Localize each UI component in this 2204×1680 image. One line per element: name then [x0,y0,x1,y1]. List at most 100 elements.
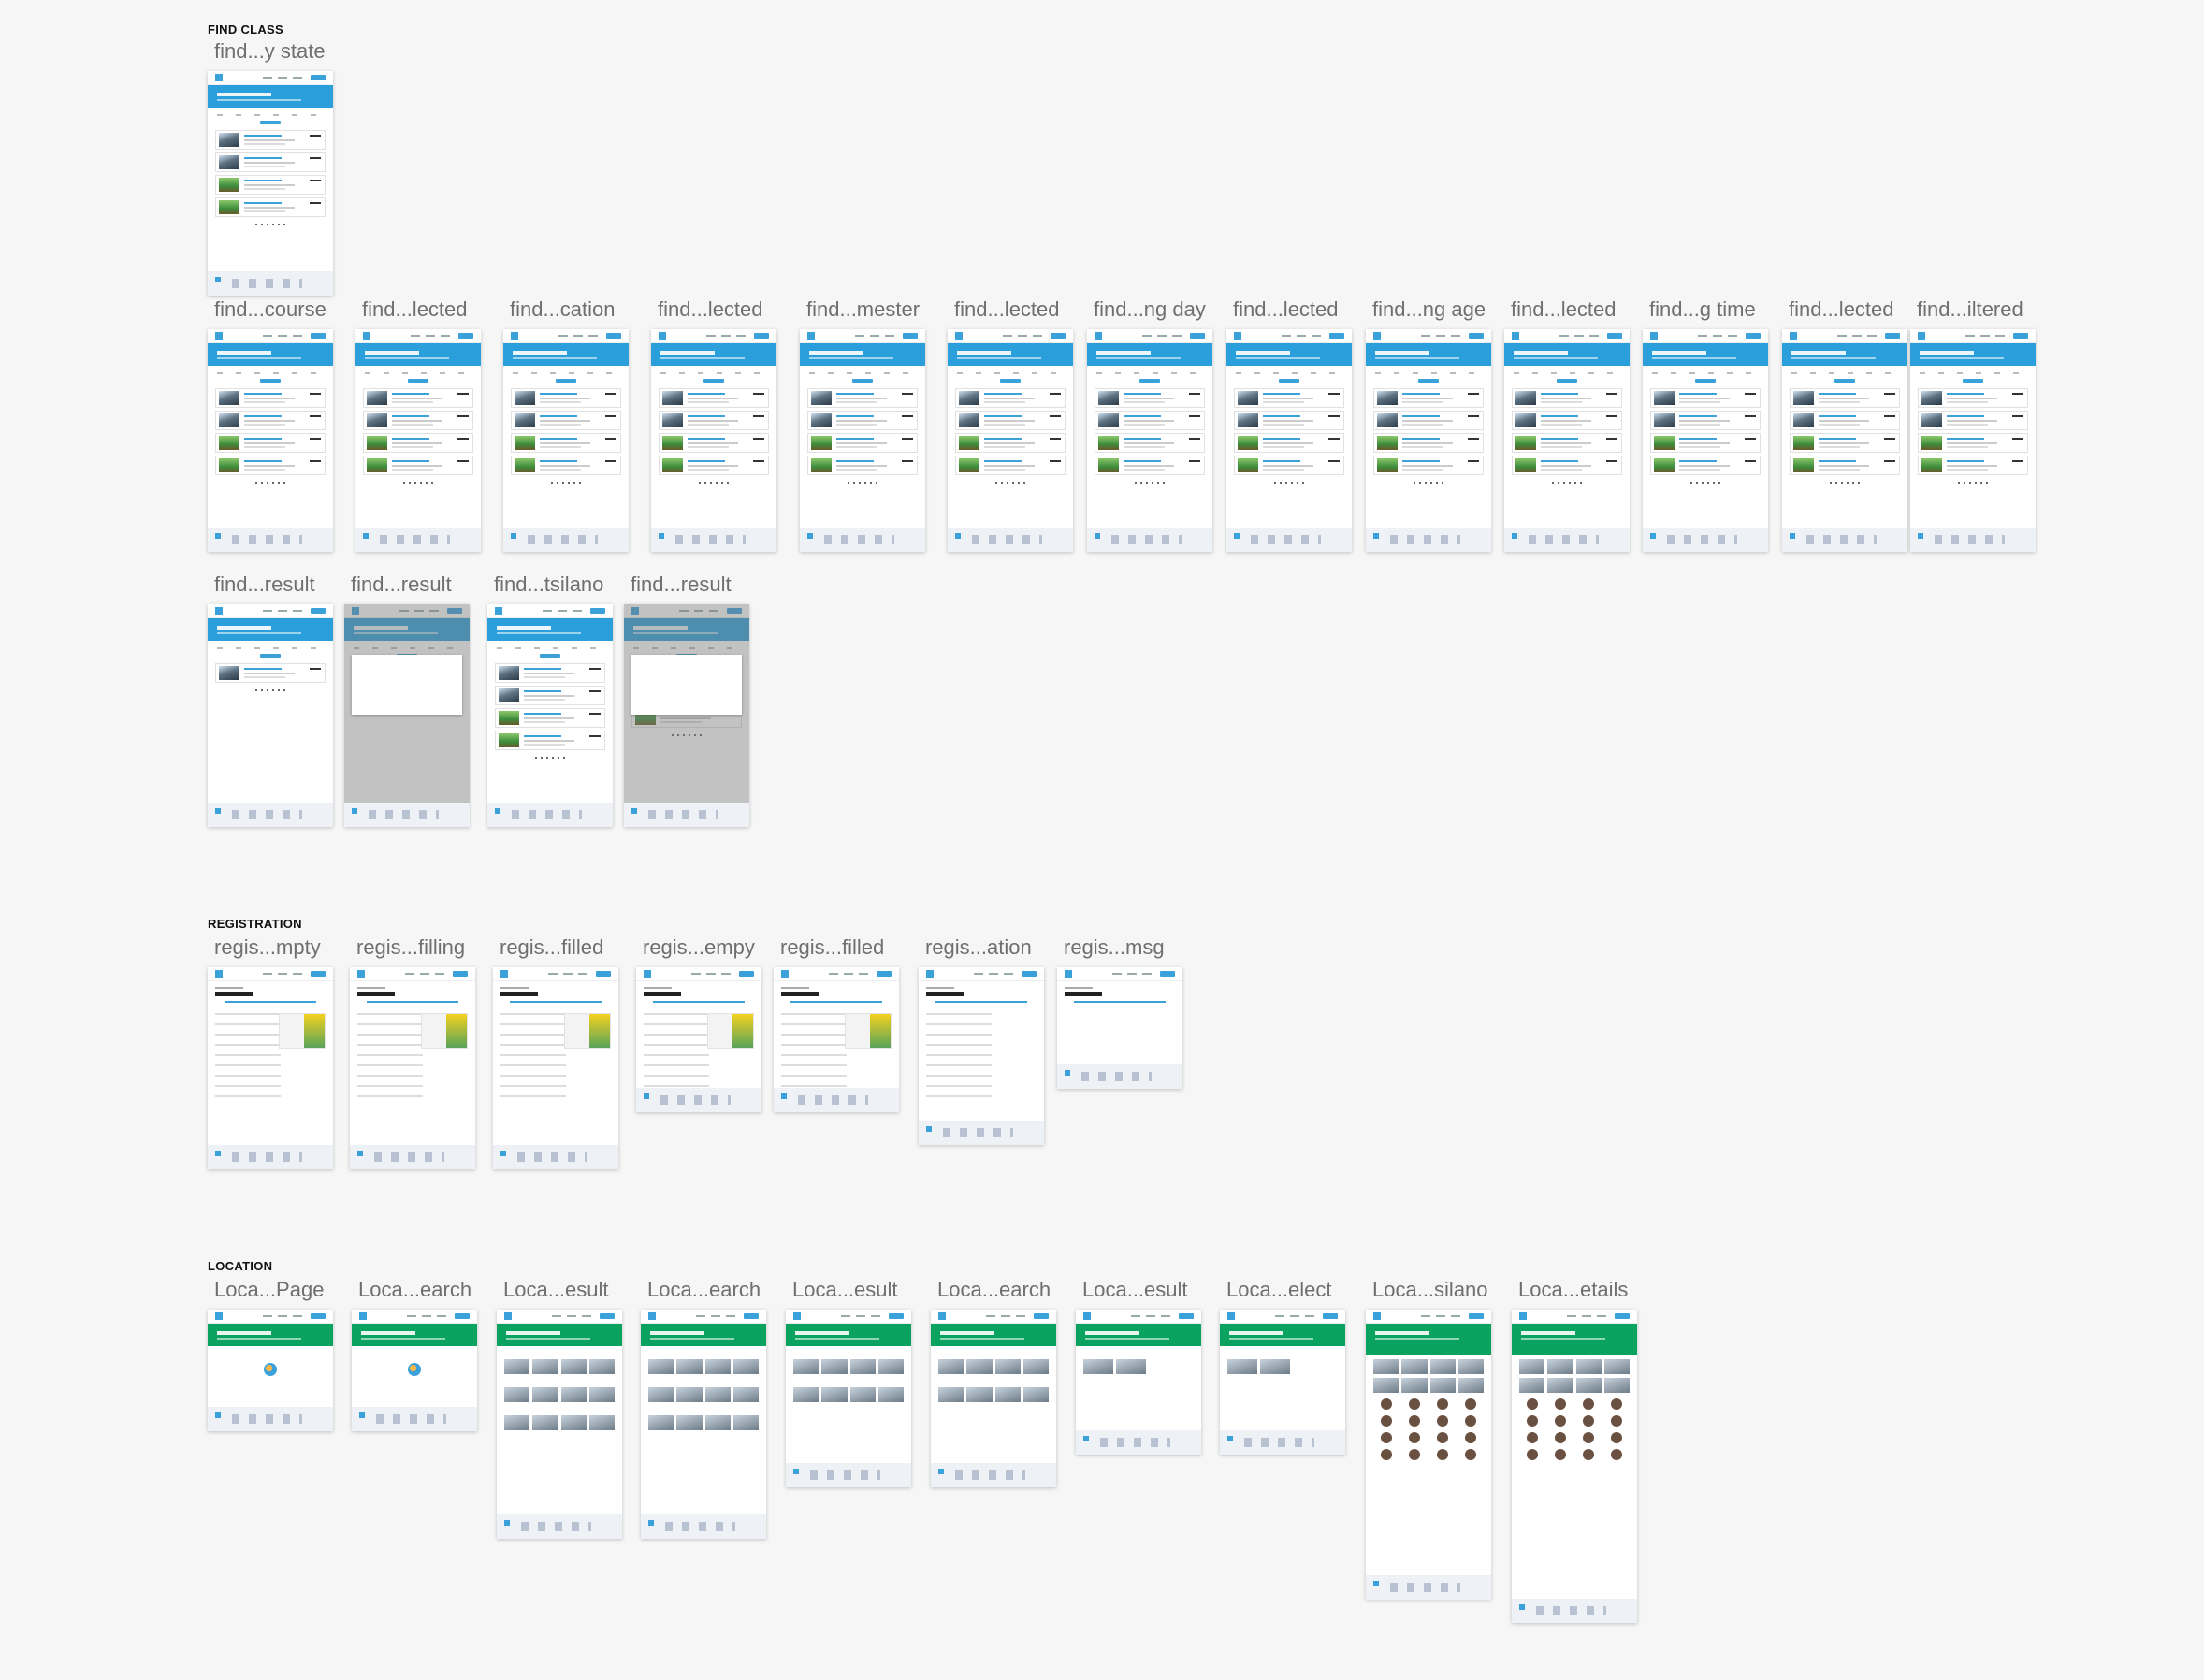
course-thumbnail [1921,391,1942,405]
footer [487,803,613,827]
course-thumbnail [1098,413,1119,427]
footer [1366,1575,1491,1600]
course-card [807,433,918,453]
artboard-frame [497,1310,622,1539]
artboard[interactable]: find...lected [1504,297,1630,552]
top-nav [1504,329,1630,343]
footer [352,1407,477,1431]
top-nav [493,967,618,981]
artboard[interactable]: find...ng age [1366,297,1491,552]
artboard[interactable]: find...lected [1226,297,1352,552]
artboard[interactable]: regis...ation [919,935,1044,1145]
artboard-label: Loca...esult [503,1278,609,1301]
footer [1366,528,1491,552]
artboard-frame [208,329,333,552]
artboard-label: regis...msg [1064,935,1165,959]
nav-cta-button [1469,333,1484,339]
artboard[interactable]: find...g time [1643,297,1768,552]
course-thumbnail [219,200,239,214]
course-thumbnail [662,458,683,472]
artboard[interactable]: Loca...etails [1512,1278,1637,1623]
artboard[interactable]: Loca...esult [786,1278,911,1487]
nav-cta-button [727,608,742,614]
artboard[interactable]: find...result [624,572,749,827]
artboard[interactable]: Loca...esult [497,1278,622,1539]
top-nav [344,604,470,618]
logo [215,74,223,81]
artboard-frame [641,1310,766,1539]
course-card [363,433,473,453]
top-nav [208,1310,333,1324]
artboard[interactable]: Loca...earch [352,1278,477,1431]
footer [931,1463,1056,1487]
artboard[interactable]: regis...msg [1057,935,1182,1089]
hero-banner [208,618,333,641]
artboard[interactable]: find...lected [1782,297,1907,552]
course-thumbnail [219,391,239,405]
top-nav [487,604,613,618]
section-title: REGISTRATION [208,917,302,931]
hero-banner [208,343,333,366]
top-nav [208,604,333,618]
artboard[interactable]: regis...empy [636,935,761,1112]
hero-banner [1512,1324,1637,1355]
hero-banner [487,618,613,641]
logo [1234,332,1241,340]
top-nav [352,1310,477,1324]
hero-banner [948,343,1073,366]
artboard[interactable]: find...result [208,572,333,827]
artboard[interactable]: find...y state [208,39,333,296]
logo [1790,332,1797,340]
artboard[interactable]: find...mester [800,297,925,552]
artboard[interactable]: find...result [344,572,470,827]
filter-bar [208,108,333,128]
course-card [511,388,621,408]
location-results-row [938,1359,1049,1374]
artboard-frame [1782,329,1907,552]
course-thumbnail [219,666,239,680]
nav-links [678,610,722,612]
course-thumbnail [1515,391,1536,405]
course-card [495,731,605,750]
course-card [807,388,918,408]
logo [631,607,639,615]
footer [208,803,333,827]
artboard[interactable]: Loca...elect [1220,1278,1345,1455]
artboard-frame [1366,1310,1491,1600]
artboard[interactable]: Loca...silano [1366,1278,1491,1600]
artboard-label: Loca...esult [1082,1278,1188,1301]
artboard[interactable]: find...ng day [1087,297,1212,552]
course-card [1918,433,2028,453]
artboard[interactable]: find...tsilano [487,572,613,827]
course-thumbnail [1654,436,1675,450]
filter-bar [355,366,481,386]
artboard[interactable]: find...lected [651,297,776,552]
course-card [1234,411,1344,430]
artboard[interactable]: find...cation [503,297,629,552]
hero-banner [1643,343,1768,366]
nav-cta-button [590,608,605,614]
artboard[interactable]: Loca...esult [1076,1278,1201,1455]
artboard[interactable]: Loca...earch [931,1278,1056,1487]
artboard[interactable]: Loca...earch [641,1278,766,1539]
artboard[interactable]: Loca...Page [208,1278,333,1431]
course-card [1512,388,1622,408]
artboard-frame [352,1310,477,1431]
artboard[interactable]: find...course [208,297,333,552]
top-nav [786,1310,911,1324]
course-thumbnail [219,436,239,450]
artboard[interactable]: regis...filling [350,935,475,1169]
artboard[interactable]: find...iltered [1910,297,2036,552]
course-thumbnail [367,436,387,450]
footer [800,528,925,552]
pagination [1087,478,1212,487]
artboard[interactable]: regis...mpty [208,935,333,1169]
course-thumbnail [811,458,832,472]
artboard[interactable]: regis...filled [774,935,899,1112]
artboard[interactable]: find...lected [355,297,481,552]
hero-banner [1366,343,1491,366]
artboard[interactable]: find...lected [948,297,1073,552]
course-card [215,456,326,475]
section-title: LOCATION [208,1259,273,1273]
artboard[interactable]: regis...filled [493,935,618,1169]
